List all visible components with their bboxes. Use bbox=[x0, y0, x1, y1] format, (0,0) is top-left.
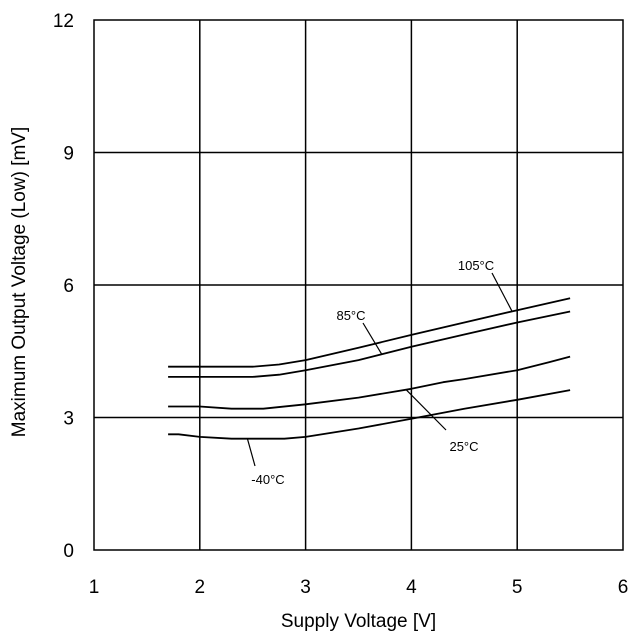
y-tick-label: 9 bbox=[63, 144, 74, 165]
y-tick-label: 3 bbox=[63, 409, 74, 430]
plot-frame bbox=[93, 19, 624, 551]
x-tick-label: 5 bbox=[512, 577, 523, 598]
x-tick-label: 3 bbox=[300, 577, 311, 598]
x-tick-label: 1 bbox=[89, 577, 100, 598]
x-tick-label: 6 bbox=[618, 577, 629, 598]
y-tick-labels: 0 3 6 9 12 bbox=[53, 11, 74, 562]
annotation-leader-25c bbox=[405, 389, 447, 431]
x-tick-label: 2 bbox=[195, 577, 206, 598]
grid bbox=[94, 20, 623, 550]
x-tick-label: 4 bbox=[406, 577, 417, 598]
series-line-25c bbox=[168, 355, 571, 410]
annotation-minus-40c: -40°C bbox=[251, 472, 284, 487]
y-tick-label: 0 bbox=[63, 541, 74, 562]
series-layer bbox=[168, 297, 571, 440]
annotation-25c: 25°C bbox=[449, 439, 478, 454]
annotation-105c: 105°C bbox=[458, 258, 494, 273]
annotation-leader-85c bbox=[362, 322, 383, 355]
series-line-105c bbox=[168, 297, 571, 368]
y-tick-label: 12 bbox=[53, 11, 74, 32]
annotations: 105°C 85°C 25°C -40°C bbox=[251, 258, 494, 487]
annotation-leader-105c bbox=[491, 272, 513, 312]
series-line-85c bbox=[168, 310, 571, 378]
x-tick-labels: 1 2 3 4 5 6 bbox=[89, 577, 629, 598]
series-line-minus-40c bbox=[168, 389, 571, 440]
x-axis-title: Supply Voltage [V] bbox=[281, 611, 436, 632]
annotation-85c: 85°C bbox=[336, 308, 365, 323]
annotation-leaders bbox=[246, 272, 513, 467]
annotation-leader-minus-40c bbox=[246, 438, 256, 467]
y-tick-label: 6 bbox=[63, 276, 74, 297]
y-axis-title: Maximum Output Voltage (Low) [mV] bbox=[9, 127, 30, 437]
